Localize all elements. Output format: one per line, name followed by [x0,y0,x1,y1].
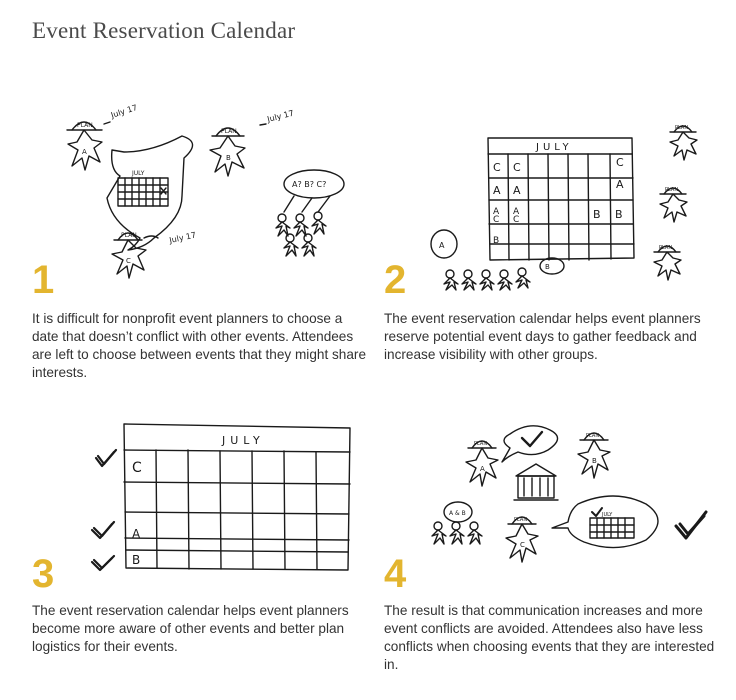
step-number: 2 [384,258,407,302]
svg-text:July 17: July 17 [265,109,294,125]
planners-right-column: PLAN PLAN PLAN [654,125,697,280]
step-number: 1 [32,258,55,302]
svg-text:A? B? C?: A? B? C? [292,180,326,189]
svg-text:C: C [520,541,525,549]
svg-text:PLAN: PLAN [474,441,487,447]
svg-text:B: B [132,553,140,567]
step-number: 4 [384,552,407,596]
panel-description: The result is that communication increas… [384,603,715,672]
svg-text:A: A [132,527,141,541]
svg-text:PLAN: PLAN [665,187,678,193]
panel-1: PLAN A July 17 PLAN B July 17 JULY [32,78,382,380]
svg-text:PLAN: PLAN [586,433,599,439]
planner-c-figure: PLAN C [506,517,538,562]
svg-text:C: C [493,215,499,225]
svg-text:C: C [513,161,521,174]
svg-text:A: A [493,207,500,217]
svg-text:PLAN: PLAN [77,122,93,129]
planner-b-figure: PLAN B [578,433,610,478]
svg-text:A: A [480,465,485,473]
svg-text:PLAN: PLAN [675,125,688,131]
planner-b-figure: PLAN B July 17 [210,109,295,176]
panel-4: PLAN A PLAN B A & B [384,412,734,692]
calendar-bubble: JULY [552,496,658,548]
svg-text:A: A [493,184,501,197]
svg-text:PLAN: PLAN [221,128,237,135]
svg-text:C: C [126,257,131,265]
page-title: Event Reservation Calendar [32,18,296,43]
svg-text:JULY: JULY [131,170,145,177]
panel-3: JULY C A B 3 The event reservation calen… [32,412,382,692]
svg-text:A: A [513,207,520,217]
checkmark-bubble [502,426,558,462]
step-number: 3 [32,552,55,596]
check-marks [92,450,116,570]
svg-text:C: C [513,215,519,225]
svg-text:A: A [513,184,521,197]
sketch-planners-conflict: PLAN A July 17 PLAN B July 17 JULY [32,103,382,298]
svg-text:PLAN: PLAN [659,245,672,251]
planner-a-figure: PLAN A [466,441,498,486]
svg-text:July 17: July 17 [168,231,197,246]
planner-a-figure: PLAN A July 17 [67,103,138,170]
svg-text:A: A [82,148,87,156]
svg-text:JULY: JULY [601,512,613,518]
svg-text:A: A [439,241,445,250]
svg-text:B: B [593,208,601,221]
check-mark [676,512,706,538]
svg-text:July 17: July 17 [109,103,139,120]
svg-text:B: B [592,457,597,465]
svg-text:B: B [545,263,550,271]
attendees-question-group: A? B? C? [276,170,344,256]
building-icon [514,464,558,500]
sketch-calendar-checks: JULY C A B [32,412,382,632]
panel-description: The event reservation calendar helps eve… [32,603,349,654]
svg-text:C: C [616,156,624,169]
svg-text:JULY: JULY [535,142,573,153]
svg-text:B: B [493,236,499,246]
attendees-group: A & B [432,502,482,544]
svg-text:PLAN: PLAN [121,232,137,239]
attendees-row: A B [431,230,564,290]
svg-text:B: B [615,208,623,221]
svg-text:A & B: A & B [449,510,466,517]
sketch-communication: PLAN A PLAN B A & B [384,412,734,632]
calendar-bubble: JULY [107,136,193,250]
svg-text:A: A [616,178,624,191]
svg-text:B: B [226,154,231,162]
svg-text:PLAN: PLAN [514,517,527,523]
panel-description: The event reservation calendar helps eve… [384,311,701,362]
july-calendar-large: JULY C A B [124,424,350,570]
svg-text:C: C [132,460,142,476]
svg-text:JULY: JULY [221,434,265,447]
panel-description: It is difficult for nonprofit event plan… [32,311,367,380]
svg-text:C: C [493,161,501,174]
